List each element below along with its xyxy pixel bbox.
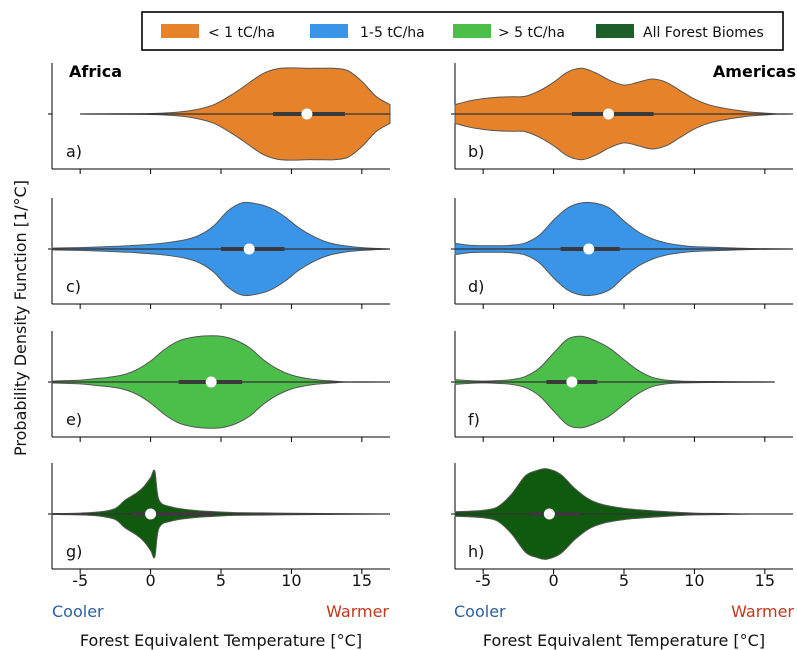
legend-swatch-all-forest <box>596 24 634 38</box>
panel-label-h: h) <box>468 542 484 561</box>
legend-swatch-1to5 <box>310 24 348 38</box>
x-tick-label-africa-10: 10 <box>281 571 301 590</box>
x-tick-label-africa-0: 0 <box>145 571 155 590</box>
panel-c: c) <box>48 198 391 309</box>
violin-median-e <box>205 376 217 388</box>
cooler-label-left: Cooler <box>52 602 104 621</box>
panel-f: f) <box>451 331 793 442</box>
violin-median-a <box>301 108 313 120</box>
legend-label-1to5: 1-5 tC/ha <box>360 25 425 41</box>
panel-label-a: a) <box>66 142 82 161</box>
x-tick-label-americas--5: -5 <box>475 571 491 590</box>
legend-label-gt5: > 5 tC/ha <box>498 25 565 41</box>
cooler-label-right: Cooler <box>454 602 506 621</box>
panel-e: e) <box>48 331 391 442</box>
violin-median-c <box>243 243 255 255</box>
panel-b: b) <box>451 63 794 174</box>
panel-g: g) <box>48 463 391 574</box>
violin-median-f <box>566 376 578 388</box>
panel-label-f: f) <box>468 410 480 429</box>
panel-label-e: e) <box>66 410 82 429</box>
legend-swatch-gt5 <box>453 24 491 38</box>
panel-d: d) <box>451 198 794 309</box>
panel-a: a) <box>48 63 391 174</box>
violin-panels: a) b) c) d) e) f) g) h) <box>48 63 794 574</box>
legend-swatch-lt1 <box>161 24 199 38</box>
region-title-africa: Africa <box>69 62 122 81</box>
panel-label-g: g) <box>66 542 82 561</box>
panel-label-c: c) <box>66 277 81 296</box>
region-title-americas: Americas <box>713 62 796 81</box>
x-tick-label-africa-5: 5 <box>216 571 226 590</box>
violin-median-h <box>543 508 555 520</box>
legend-label-lt1: < 1 tC/ha <box>208 25 275 41</box>
violin-median-b <box>603 108 615 120</box>
warmer-label-right: Warmer <box>731 602 794 621</box>
violin-median-g <box>145 508 157 520</box>
x-tick-label-africa--5: -5 <box>72 571 88 590</box>
panel-label-b: b) <box>468 142 484 161</box>
x-tick-label-americas-15: 15 <box>755 571 775 590</box>
legend: < 1 tC/ha 1-5 tC/ha > 5 tC/ha All Forest… <box>141 11 784 51</box>
x-tick-label-africa-15: 15 <box>352 571 372 590</box>
x-tick-label-americas-10: 10 <box>684 571 704 590</box>
violin-median-d <box>583 243 595 255</box>
x-axis-title-left: Forest Equivalent Temperature [°C] <box>80 631 362 650</box>
panel-h: h) <box>451 463 794 574</box>
x-tick-label-americas-5: 5 <box>619 571 629 590</box>
x-tick-labels: -5 0 5 10 15 -5 0 5 10 15 <box>72 571 775 590</box>
panel-label-d: d) <box>468 277 484 296</box>
y-axis-title: Probability Density Function [1/°C] <box>11 180 30 456</box>
x-axis-title-right: Forest Equivalent Temperature [°C] <box>483 631 765 650</box>
warmer-label-left: Warmer <box>326 602 389 621</box>
legend-label-all-forest: All Forest Biomes <box>643 25 764 41</box>
x-tick-label-americas-0: 0 <box>548 571 558 590</box>
